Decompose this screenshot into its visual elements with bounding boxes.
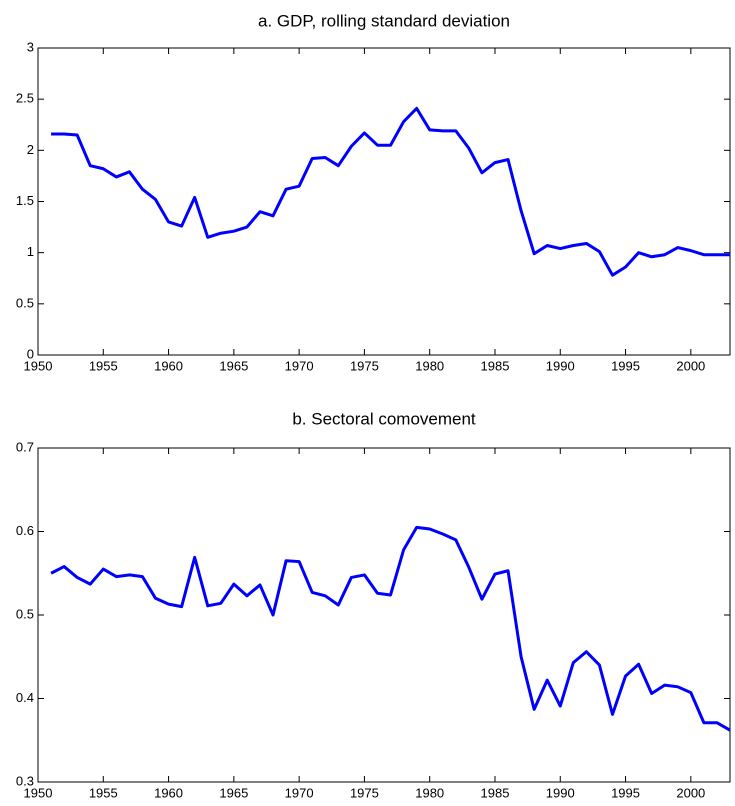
x-tick-label: 1990 bbox=[546, 785, 575, 800]
y-tick-label: 0.5 bbox=[16, 606, 34, 621]
y-tick-label: 3 bbox=[27, 39, 34, 54]
x-tick-label: 1975 bbox=[350, 358, 379, 373]
plot-frame bbox=[37, 47, 731, 356]
x-tick-label: 1980 bbox=[415, 358, 444, 373]
y-tick-label: 0 bbox=[27, 346, 34, 361]
x-tick-label: 1950 bbox=[24, 358, 53, 373]
plot-frame bbox=[37, 447, 731, 783]
y-tick-label: 0.5 bbox=[16, 295, 34, 310]
y-tick-label: 0.6 bbox=[16, 523, 34, 538]
x-tick-label: 1990 bbox=[546, 358, 575, 373]
x-tick-label: 1955 bbox=[89, 358, 118, 373]
y-tick-label: 2.5 bbox=[16, 91, 34, 106]
x-tick-label: 1960 bbox=[154, 358, 183, 373]
x-tick-label: 1965 bbox=[219, 358, 248, 373]
x-tick-label: 1985 bbox=[481, 785, 510, 800]
chart-title: b. Sectoral comovement bbox=[292, 409, 476, 428]
x-tick-label: 1950 bbox=[24, 785, 53, 800]
x-tick-label: 1975 bbox=[350, 785, 379, 800]
y-tick-label: 1.5 bbox=[16, 193, 34, 208]
x-tick-label: 1980 bbox=[415, 785, 444, 800]
y-tick-label: 0.4 bbox=[16, 690, 34, 705]
x-tick-label: 2000 bbox=[676, 785, 705, 800]
x-tick-label: 1970 bbox=[285, 785, 314, 800]
y-tick-label: 2 bbox=[27, 142, 34, 157]
x-tick-label: 1985 bbox=[481, 358, 510, 373]
data-line bbox=[50, 525, 731, 732]
x-tick-label: 2000 bbox=[676, 358, 705, 373]
x-tick-label: 1995 bbox=[611, 785, 640, 800]
x-tick-label: 1965 bbox=[219, 785, 248, 800]
x-tick-label: 1960 bbox=[154, 785, 183, 800]
y-tick-label: 0.7 bbox=[16, 439, 34, 454]
x-tick-label: 1955 bbox=[89, 785, 118, 800]
x-tick-label: 1995 bbox=[611, 358, 640, 373]
y-tick-label: 1 bbox=[27, 244, 34, 259]
chart-title: a. GDP, rolling standard deviation bbox=[258, 11, 510, 30]
data-line bbox=[51, 106, 730, 277]
y-tick-label: 0.3 bbox=[16, 773, 34, 788]
x-tick-label: 1970 bbox=[285, 358, 314, 373]
